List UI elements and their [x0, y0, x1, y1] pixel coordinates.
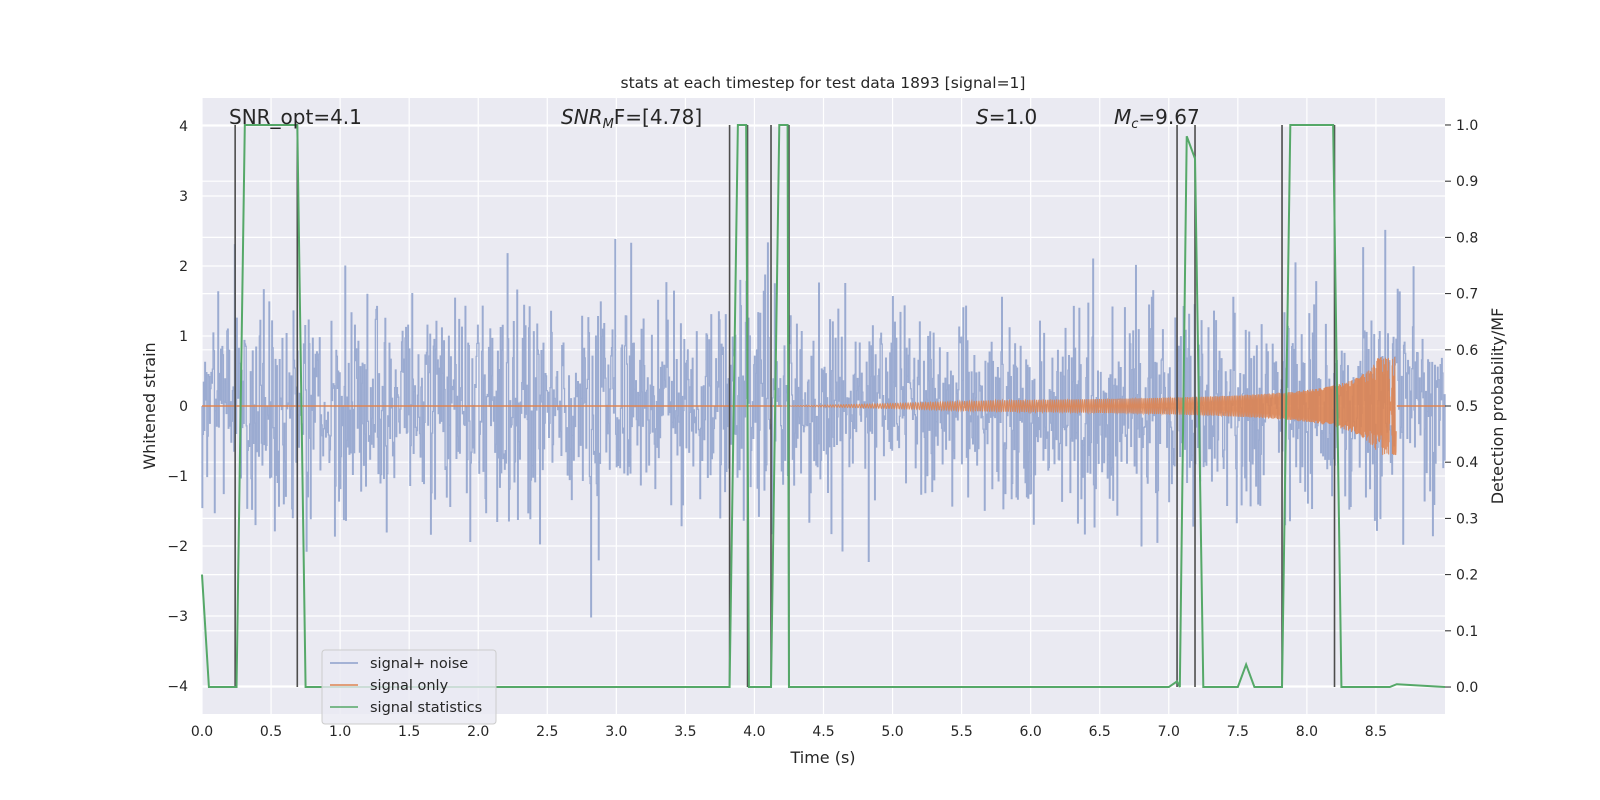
y-right-tick-label: 0.4 [1456, 455, 1478, 471]
x-tick-label: 7.0 [1158, 724, 1180, 740]
x-tick-label: 2.5 [536, 724, 558, 740]
noise-series [201, 229, 1446, 618]
signal-statistics-series [201, 123, 1446, 689]
legend-box [321, 649, 497, 725]
x-tick-label: 0.5 [260, 724, 282, 740]
y-left-tick-label: 2 [179, 259, 188, 275]
y-right-tick-label: 0.8 [1456, 230, 1478, 246]
y-left-tick-label: 1 [179, 329, 188, 345]
annotation-mc-sub: c [1131, 117, 1138, 132]
annotation-snr-mf-rest: F=[4.78] [614, 105, 702, 129]
annotation-snr-mf-sub: M [603, 117, 614, 132]
x-tick-label: 4.0 [743, 724, 765, 740]
x-tick-label: 1.5 [398, 724, 420, 740]
y-left-axis-ticks: 4 3 2 1 0 −1 −2 −3 −4 [167, 119, 188, 695]
x-tick-label: 3.5 [674, 724, 696, 740]
signal-only-series [202, 356, 1445, 456]
legend: signal+ noise signal only signal statist… [321, 649, 497, 725]
annotation-mc-label: M [1114, 105, 1131, 129]
y-left-tick-label: −2 [167, 539, 188, 555]
annotation-snr-mf: SNRMF=[4.78] [561, 105, 702, 132]
y-left-tick-label: −3 [167, 609, 188, 625]
chirp-trace [782, 356, 1397, 456]
y-left-tick-label: 4 [179, 119, 188, 135]
x-tick-label: 1.0 [329, 724, 351, 740]
chart-title: stats at each timestep for test data 189… [621, 74, 1026, 92]
annotation-s: S=1.0 [976, 105, 1037, 129]
annotation-snr-mf-label: SNR [561, 105, 603, 129]
y-left-tick-label: 0 [179, 399, 188, 415]
legend-label-signal-only: signal only [370, 678, 449, 694]
x-tick-label: 3.0 [605, 724, 627, 740]
x-tick-label: 7.5 [1227, 724, 1249, 740]
y-right-tick-label: 0.7 [1456, 287, 1478, 303]
y-right-axis-ticks: 1.0 0.9 0.8 0.7 0.6 0.5 0.4 0.3 0.2 0.1 0.0 [1445, 118, 1478, 696]
legend-label-signal-noise: signal+ noise [370, 656, 468, 672]
y-left-axis-label: Whitened strain [140, 342, 159, 469]
annotation-mc-rest: =9.67 [1138, 105, 1199, 129]
signal-statistics-line [201, 123, 1446, 689]
y-right-tick-label: 0.3 [1456, 511, 1478, 527]
annotation-s-label: S [976, 105, 989, 129]
annotation-s-rest: =1.0 [989, 105, 1038, 129]
x-axis-ticks: 0.0 0.5 1.0 1.5 2.0 2.5 3.0 3.5 4.0 4.5 5.0 5.5 6.0 6… [191, 724, 1387, 740]
y-right-tick-label: 0.5 [1456, 399, 1478, 415]
x-tick-label: 8.0 [1296, 724, 1318, 740]
x-tick-label: 6.0 [1020, 724, 1042, 740]
x-tick-label: 8.5 [1365, 724, 1387, 740]
noise-trace [201, 229, 1446, 618]
y-right-tick-label: 0.2 [1456, 568, 1478, 584]
legend-label-signal-statistics: signal statistics [370, 700, 482, 716]
x-tick-label: 5.0 [881, 724, 903, 740]
x-tick-label: 0.0 [191, 724, 213, 740]
x-tick-label: 2.0 [467, 724, 489, 740]
y-left-tick-label: −1 [167, 469, 188, 485]
y-left-tick-label: 3 [179, 189, 188, 205]
y-right-axis-label: Detection probability/MF [1488, 308, 1507, 505]
y-right-tick-label: 0.0 [1456, 680, 1478, 696]
y-right-tick-label: 0.6 [1456, 343, 1478, 359]
x-tick-label: 4.5 [812, 724, 834, 740]
annotation-snr-opt: SNR_opt=4.1 [229, 105, 362, 129]
y-right-tick-label: 0.9 [1456, 174, 1478, 190]
x-tick-label: 5.5 [950, 724, 972, 740]
annotation-mc: Mc=9.67 [1114, 105, 1200, 132]
x-tick-label: 6.5 [1089, 724, 1111, 740]
x-axis-label: Time (s) [789, 748, 855, 767]
y-left-tick-label: −4 [167, 679, 188, 695]
y-right-tick-label: 1.0 [1456, 118, 1478, 134]
y-right-tick-label: 0.1 [1456, 624, 1478, 640]
